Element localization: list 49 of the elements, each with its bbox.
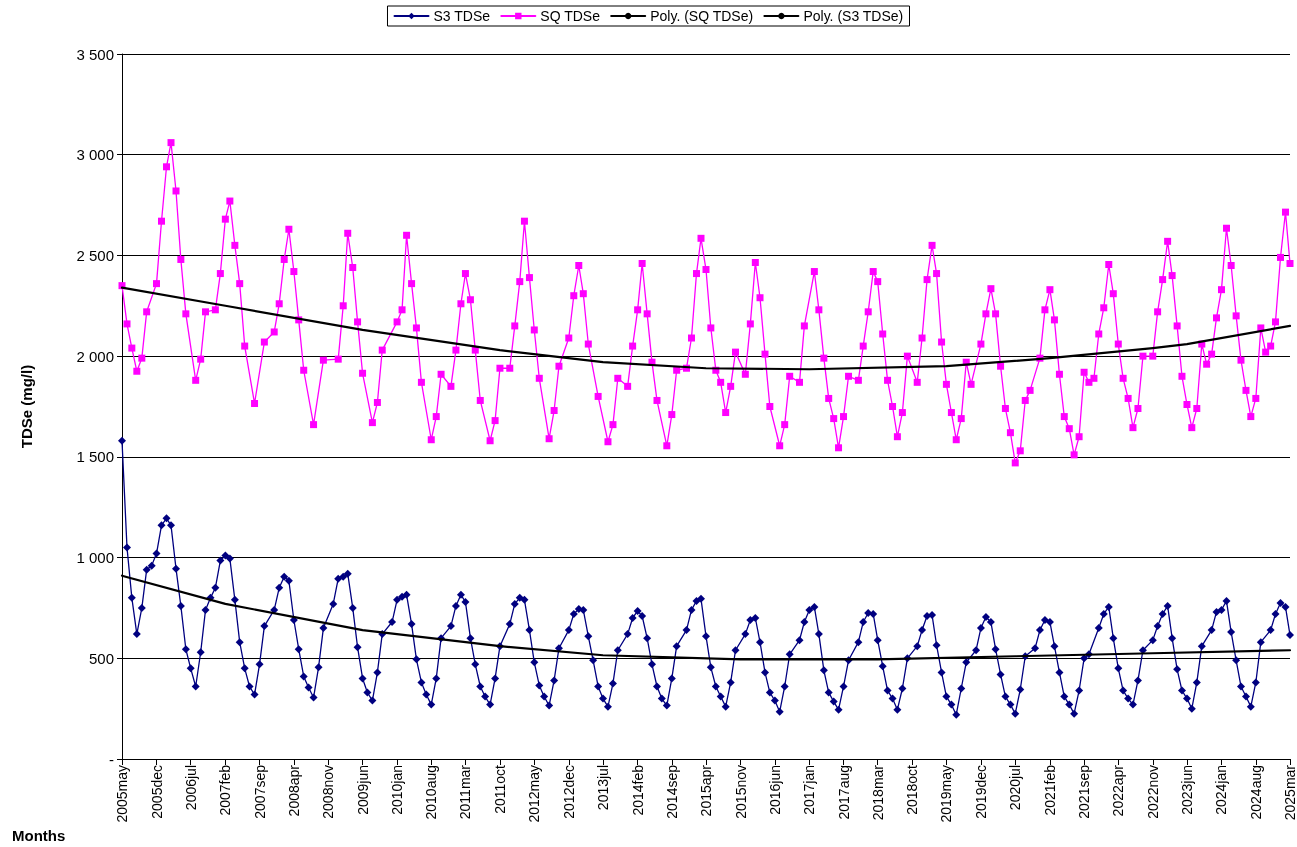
x-axis-title: Months xyxy=(12,827,66,844)
y-tick-label: 1 500 xyxy=(76,448,114,466)
x-tick-label: 2014feb xyxy=(629,764,646,816)
x-tick-label: 2012dec xyxy=(560,765,577,819)
x-tick-label: 2010jan xyxy=(389,765,406,815)
y-tick-label: 2 500 xyxy=(76,246,114,264)
legend-label: SQ TDSe xyxy=(540,8,601,24)
x-tick-label: 2014sep xyxy=(663,764,680,819)
y-axis-title: TDSe (mg/l) xyxy=(18,364,35,449)
x-tick-label: 2008apr xyxy=(285,764,302,817)
x-tick-label: 2025mar xyxy=(1282,764,1297,821)
x-tick-label: 2018mar xyxy=(869,764,886,821)
legend-label: S3 TDSe xyxy=(433,8,491,24)
y-tick-label: - xyxy=(109,750,114,768)
x-tick-label: 2011mar xyxy=(457,764,474,820)
y-tick-label: 3 500 xyxy=(76,45,114,63)
x-tick-label: 2007feb xyxy=(217,764,234,816)
x-tick-label: 2022nov xyxy=(1144,765,1161,819)
x-tick-label: 2017jan xyxy=(801,765,818,815)
y-tick-label: 1 000 xyxy=(76,549,114,567)
x-tick-label: 2024aug xyxy=(1247,765,1264,820)
x-tick-label: 2009jun xyxy=(354,765,371,815)
x-tick-label: 2010aug xyxy=(423,765,440,820)
x-tick-label: 2012may xyxy=(526,765,543,823)
x-tick-label: 2007sep xyxy=(251,764,268,819)
x-tick-label: 2013jul xyxy=(594,765,611,811)
x-tick-label: 2019may xyxy=(938,765,955,823)
y-tick-label: 3 000 xyxy=(76,146,114,164)
x-tick-label: 2015apr xyxy=(698,764,714,817)
x-tick-label: 2017aug xyxy=(835,765,852,820)
x-tick-label: 2006jul xyxy=(182,765,199,811)
y-tick-label: 500 xyxy=(88,649,114,667)
x-tick-label: 2023jun xyxy=(1178,765,1195,815)
x-tick-label: 2018oct xyxy=(904,764,921,815)
y-tick-label: 2 000 xyxy=(76,347,114,365)
x-tick-label: 2008nov xyxy=(320,765,337,819)
x-tick-label: 2005may xyxy=(114,765,130,823)
x-tick-label: 2021sep xyxy=(1076,764,1093,819)
x-tick-label: 2021feb xyxy=(1041,764,1058,816)
x-tick-label: 2011oct xyxy=(491,764,508,814)
legend-label: Poly. (SQ TDSe) xyxy=(650,8,754,24)
x-tick-label: 2020jul xyxy=(1007,765,1024,811)
x-tick-label: 2015nov xyxy=(732,765,749,819)
x-tick-label: 2024jan xyxy=(1213,765,1230,815)
x-tick-label: 2022apr xyxy=(1110,764,1127,817)
legend-label: Poly. (S3 TDSe) xyxy=(803,8,904,24)
x-tick-label: 2019dec xyxy=(972,765,989,819)
x-tick-label: 2016jun xyxy=(766,765,783,815)
x-tick-label: 2005dec xyxy=(148,765,165,819)
